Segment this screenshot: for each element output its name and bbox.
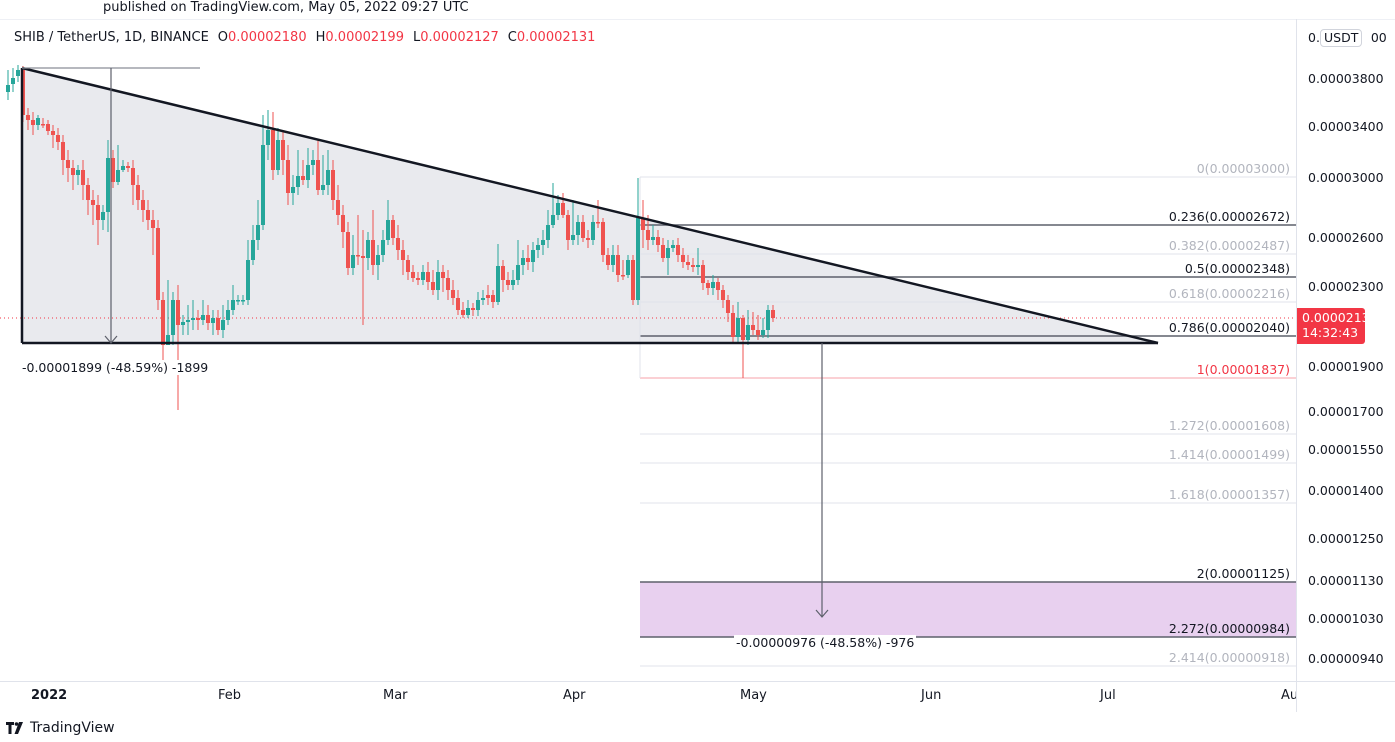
fib-level-label: 2(0.00001125) [1196, 566, 1290, 581]
published-caption: published on TradingView.com, May 05, 20… [103, 0, 469, 15]
target-projection-label: -0.00000976 (-48.58%) -976 [734, 635, 917, 650]
brand-name: TradingView [30, 720, 115, 736]
price-tick: 0.00001030 [1308, 611, 1384, 626]
candlesticks [6, 65, 775, 410]
currency-badge[interactable]: USDT [1320, 29, 1363, 47]
time-tick: May [740, 688, 767, 703]
fib-level-label: 0.618(0.00002216) [1168, 286, 1290, 301]
pattern-height-label: -0.00001899 (-48.59%) -1899 [20, 360, 211, 375]
price-tick: 0.00001550 [1308, 442, 1384, 457]
price-tick: 0.00001250 [1308, 531, 1384, 546]
fib-level-label: 0.382(0.00002487) [1168, 238, 1290, 253]
price-tick: 0.00001400 [1308, 483, 1384, 498]
open-label: O [217, 30, 229, 45]
triangle-resistance-line[interactable] [21, 66, 1159, 345]
fib-level-label: 0.5(0.00002348) [1184, 261, 1290, 276]
arrow-down-icon [104, 335, 118, 344]
time-tick: Jul [1100, 688, 1116, 703]
close-label: C [507, 30, 517, 45]
price-tick: 0.00002600 [1308, 230, 1384, 245]
fib-level-label: 0.786(0.00002040) [1168, 320, 1290, 335]
chart-canvas[interactable] [0, 0, 1296, 681]
time-tick: Mar [383, 688, 408, 703]
time-tick: Apr [563, 688, 586, 703]
fib-level-label: 0(0.00003000) [1196, 161, 1290, 176]
low-label: L [412, 30, 421, 45]
time-tick: 2022 [31, 688, 68, 703]
price-tick: 0.00003800 [1308, 71, 1384, 86]
price-tick: 0.00001900 [1308, 359, 1384, 374]
fib-level-label: 0.236(0.00002672) [1168, 209, 1290, 224]
open-value: 0.00002180 [228, 30, 307, 45]
close-value: 0.00002131 [516, 30, 596, 45]
arrow-down-icon [815, 609, 829, 618]
low-value: 0.00002127 [420, 30, 499, 45]
tradingview-logo[interactable]: TradingView [6, 720, 115, 736]
symbol-name[interactable]: SHIB / TetherUS, 1D, BINANCE [14, 30, 209, 45]
fib-level-label: 1(0.00001837) [1196, 362, 1290, 377]
time-tick: Jun [921, 688, 942, 703]
price-tick: 0.00003000 [1308, 170, 1384, 185]
price-tick: 0.00000940 [1308, 651, 1384, 666]
time-tick: Feb [218, 688, 242, 703]
high-value: 0.00002199 [325, 30, 404, 45]
fib-level-label: 2.414(0.00000918) [1168, 650, 1290, 665]
fib-level-label: 1.272(0.00001608) [1168, 418, 1290, 433]
price-tick: 0.00003400 [1308, 119, 1384, 134]
chart-frame [0, 19, 1395, 712]
target-zone[interactable] [640, 582, 1296, 637]
fib-level-label: 2.272(0.00000984) [1168, 621, 1290, 636]
fib-level-label: 1.618(0.00001357) [1168, 487, 1290, 502]
price-tick: 0.00001130 [1308, 573, 1384, 588]
price-axis[interactable]: 0.(00 0.00003800 0.00003400 0.00003000 0.00… [1296, 19, 1395, 711]
axis-corner [1296, 681, 1395, 712]
last-price-badge: 0.00002131 14:32:43 [1297, 308, 1378, 344]
price-tick: 0.00001700 [1308, 404, 1384, 419]
time-axis[interactable]: 2022 Feb Mar Apr May Jun Jul Au [0, 681, 1299, 712]
fib-level-label: 1.414(0.00001499) [1168, 447, 1290, 462]
price-tick: 0.00002300 [1308, 279, 1384, 294]
last-price-value: 0.00002131 [1302, 310, 1378, 325]
bar-countdown: 14:32:43 [1302, 325, 1359, 340]
tradingview-logo-icon [6, 722, 23, 734]
time-tick: Au [1281, 688, 1299, 703]
high-label: H [315, 30, 326, 45]
symbol-legend: SHIB / TetherUS, 1D, BINANCE O0.00002180 H… [14, 30, 595, 46]
